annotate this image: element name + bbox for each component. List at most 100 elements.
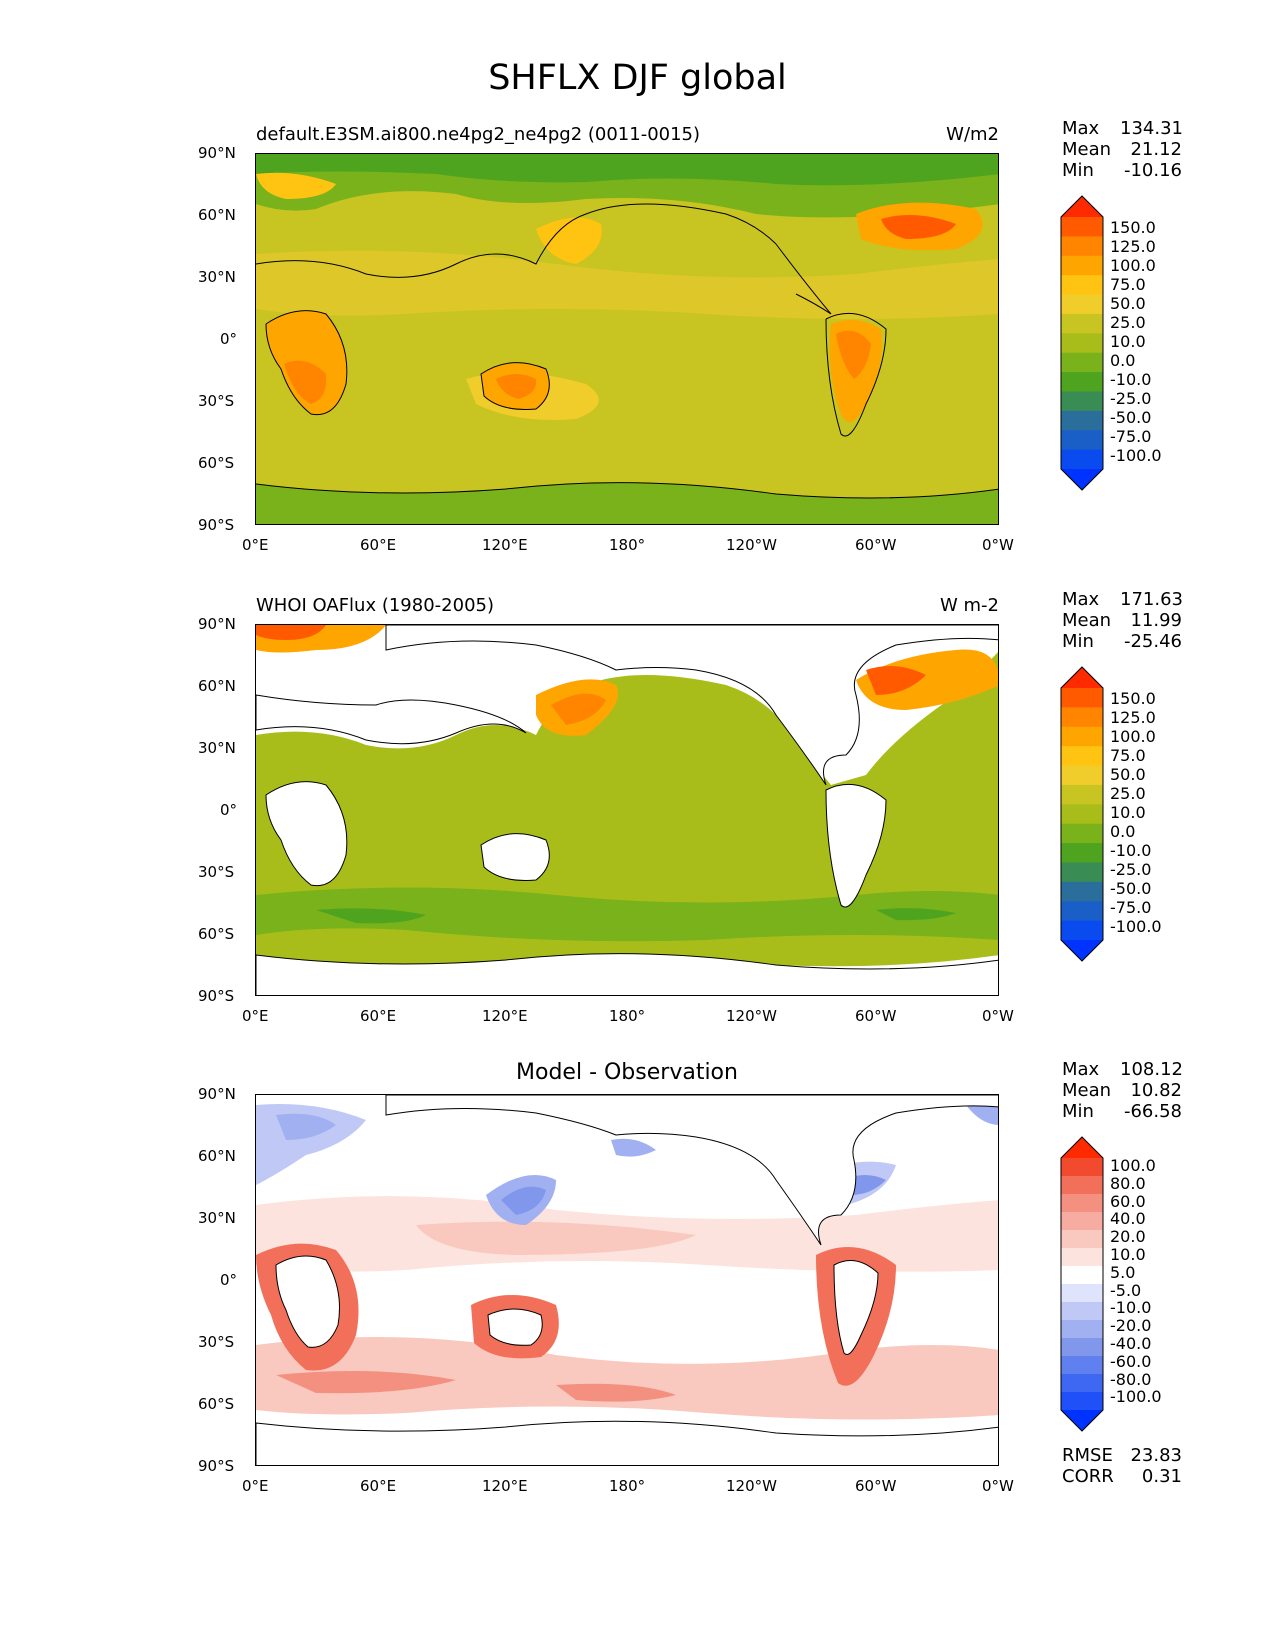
panel-1-colorbar-bar bbox=[1060, 195, 1104, 491]
colorbar-swatch bbox=[1061, 1374, 1103, 1393]
stat-mean-label: Mean bbox=[1062, 1080, 1112, 1101]
panel-2-left-title: WHOI OAFlux (1980-2005) bbox=[256, 595, 494, 616]
colorbar-swatch bbox=[1061, 1320, 1103, 1339]
panel-1-units: W/m2 bbox=[946, 124, 999, 145]
colorbar-swatch bbox=[1061, 688, 1103, 708]
cb-label: 75.0 bbox=[1110, 746, 1146, 765]
colorbar-swatch bbox=[1061, 1338, 1103, 1357]
stat-min-label: Min bbox=[1062, 631, 1094, 652]
cb-label: 50.0 bbox=[1110, 294, 1146, 313]
stat-min-label: Min bbox=[1062, 160, 1094, 181]
cb-label: -80.0 bbox=[1110, 1369, 1152, 1389]
colorbar-swatch bbox=[1061, 1392, 1103, 1411]
lon-tick-60e: 60°E bbox=[360, 536, 397, 554]
lon-tick-120e: 120°E bbox=[482, 536, 528, 554]
lon-tick-0e: 0°E bbox=[242, 1007, 269, 1025]
lon-tick-0w: 0°W bbox=[982, 536, 1014, 554]
lat-tick-60n: 60°N bbox=[198, 206, 236, 224]
panel-3-map bbox=[255, 1094, 999, 1466]
colorbar-swatch bbox=[1061, 449, 1103, 470]
panel-2-map bbox=[255, 624, 999, 996]
stat-min-label: Min bbox=[1062, 1101, 1094, 1122]
panel-1-left-title: default.E3SM.ai800.ne4pg2_ne4pg2 (0011-0… bbox=[256, 124, 701, 145]
stat-max-value: 171.63 bbox=[1120, 589, 1183, 610]
colorbar-swatch bbox=[1061, 217, 1103, 237]
lon-tick-60e: 60°E bbox=[360, 1477, 397, 1495]
colorbar-swatch bbox=[1061, 333, 1103, 354]
colorbar-swatch bbox=[1061, 881, 1103, 902]
lat-tick-60s: 60°S bbox=[198, 1395, 235, 1413]
lon-tick-0w: 0°W bbox=[982, 1007, 1014, 1025]
colorbar-outline bbox=[1060, 195, 1104, 491]
panel-2-colorbar-labels: 150.0 125.0 100.0 75.0 50.0 25.0 10.0 0.… bbox=[1110, 689, 1162, 936]
lat-tick-30n: 30°N bbox=[198, 268, 236, 286]
cb-label: -10.0 bbox=[1110, 841, 1152, 860]
cb-label: 25.0 bbox=[1110, 313, 1146, 332]
colorbar-extend-bottom bbox=[1061, 940, 1103, 961]
panel-1-field bbox=[256, 154, 998, 524]
stat-max-value: 134.31 bbox=[1120, 118, 1183, 139]
lat-tick-90n: 90°N bbox=[198, 615, 236, 633]
colorbar-outline bbox=[1060, 1136, 1104, 1432]
cb-label: 50.0 bbox=[1110, 765, 1146, 784]
cb-label: 125.0 bbox=[1110, 708, 1156, 727]
colorbar-swatch bbox=[1061, 1248, 1103, 1267]
stat-mean-label: Mean bbox=[1062, 139, 1112, 160]
lon-tick-180: 180° bbox=[609, 1007, 646, 1025]
panel-2-stats: Max 171.63 Mean 11.99 Min -25.46 bbox=[1062, 589, 1183, 652]
lat-tick-30s: 30°S bbox=[198, 1333, 235, 1351]
colorbar-swatch bbox=[1061, 430, 1103, 451]
cb-label: 80.0 bbox=[1110, 1173, 1146, 1193]
panel-2-field bbox=[256, 625, 998, 995]
stat-mean-label: Mean bbox=[1062, 610, 1112, 631]
lat-tick-0: 0° bbox=[220, 330, 238, 348]
cb-label: 10.0 bbox=[1110, 1244, 1146, 1264]
lat-tick-90s: 90°S bbox=[198, 516, 235, 534]
colorbar-swatch bbox=[1061, 804, 1103, 825]
colorbar-swatch bbox=[1061, 372, 1103, 392]
colorbar-extend-top bbox=[1061, 667, 1103, 688]
cb-label: 150.0 bbox=[1110, 689, 1156, 708]
stat-min-value: -25.46 bbox=[1123, 631, 1182, 652]
colorbar-swatch bbox=[1061, 765, 1103, 786]
lat-tick-90s: 90°S bbox=[198, 987, 235, 1005]
lon-tick-0w: 0°W bbox=[982, 1477, 1014, 1495]
stat-max-value: 108.12 bbox=[1120, 1059, 1183, 1080]
lat-tick-60s: 60°S bbox=[198, 925, 235, 943]
lat-tick-30s: 30°S bbox=[198, 392, 235, 410]
lat-tick-60n: 60°N bbox=[198, 1147, 236, 1165]
panel-1-colorbar bbox=[1060, 195, 1104, 495]
colorbar-swatch bbox=[1061, 920, 1103, 941]
colorbar-extend-bottom bbox=[1061, 469, 1103, 490]
stat-max-label: Max bbox=[1062, 1059, 1100, 1080]
cb-label: -50.0 bbox=[1110, 408, 1152, 427]
stat-mean-value: 10.82 bbox=[1130, 1080, 1182, 1101]
stat-max-label: Max bbox=[1062, 118, 1100, 139]
colorbar-swatch bbox=[1061, 1176, 1103, 1195]
lon-tick-0e: 0°E bbox=[242, 1477, 269, 1495]
cb-label: -5.0 bbox=[1110, 1280, 1142, 1300]
panel-1-map bbox=[255, 153, 999, 525]
cb-label: -75.0 bbox=[1110, 427, 1152, 446]
colorbar-swatch bbox=[1061, 1266, 1103, 1285]
cb-label: 25.0 bbox=[1110, 784, 1146, 803]
colorbar-swatch bbox=[1061, 1212, 1103, 1231]
colorbar-swatch bbox=[1061, 1230, 1103, 1249]
lon-tick-180: 180° bbox=[609, 1477, 646, 1495]
cb-label: -25.0 bbox=[1110, 389, 1152, 408]
cb-label: 20.0 bbox=[1110, 1227, 1146, 1247]
panel-3-colorbar-labels: 100.0 80.0 60.0 40.0 20.0 10.0 5.0 -5.0 … bbox=[1110, 1157, 1162, 1406]
colorbar-extend-bottom bbox=[1061, 1410, 1103, 1431]
colorbar-swatch bbox=[1061, 352, 1103, 373]
cb-label: 0.0 bbox=[1110, 822, 1136, 841]
colorbar-swatch bbox=[1061, 1302, 1103, 1321]
cb-label: 60.0 bbox=[1110, 1191, 1146, 1211]
cb-label: -100.0 bbox=[1110, 1387, 1162, 1407]
colorbar-swatch bbox=[1061, 784, 1103, 805]
colorbar-swatch bbox=[1061, 726, 1103, 747]
lon-tick-120w: 120°W bbox=[726, 536, 777, 554]
cb-label: 5.0 bbox=[1110, 1262, 1136, 1282]
lon-tick-60e: 60°E bbox=[360, 1007, 397, 1025]
cb-label: 0.0 bbox=[1110, 351, 1136, 370]
lat-tick-30s: 30°S bbox=[198, 863, 235, 881]
